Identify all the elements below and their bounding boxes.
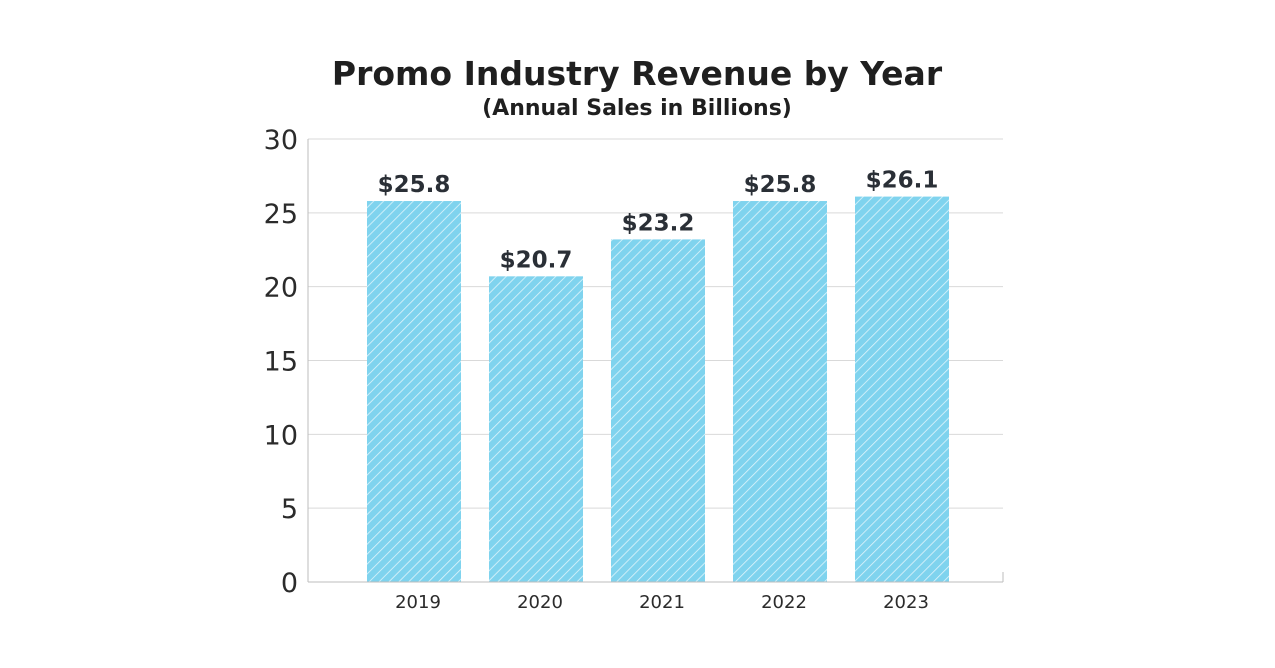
bar-2019 (367, 201, 461, 582)
y-tick-label: 30 (264, 125, 298, 156)
data-label-2020: $20.7 (500, 247, 573, 273)
data-labels: $25.8 $20.7 $23.2 $25.8 $26.1 (378, 168, 939, 274)
chart-title: Promo Industry Revenue by Year (332, 54, 943, 93)
x-tick-label-2019: 2019 (395, 592, 441, 613)
bar-2023 (855, 196, 949, 582)
y-tick-label: 10 (264, 420, 298, 451)
y-tick-label: 0 (281, 568, 298, 599)
chart-subtitle: (Annual Sales in Billions) (482, 96, 792, 121)
x-tick-label-2022: 2022 (761, 592, 807, 613)
x-tick-label-2020: 2020 (517, 592, 563, 613)
x-tick-label-2021: 2021 (639, 592, 685, 613)
y-tick-label: 15 (264, 347, 298, 378)
x-tick-label-2023: 2023 (883, 592, 929, 613)
data-label-2019: $25.8 (378, 172, 451, 198)
data-label-2023: $26.1 (866, 168, 939, 194)
bar-2020 (489, 276, 583, 582)
y-tick-label: 25 (264, 199, 298, 230)
bars (367, 196, 949, 582)
bar-2022 (733, 201, 827, 582)
y-tick-label: 5 (281, 494, 298, 525)
x-axis-ticks: 2019 2020 2021 2022 2023 (395, 592, 929, 613)
axes (307, 139, 1004, 583)
y-tick-label: 20 (264, 273, 298, 304)
data-label-2021: $23.2 (622, 210, 695, 236)
bar-2021 (611, 239, 705, 582)
y-axis-ticks: 0 5 10 15 20 25 30 (264, 125, 298, 599)
data-label-2022: $25.8 (744, 172, 817, 198)
